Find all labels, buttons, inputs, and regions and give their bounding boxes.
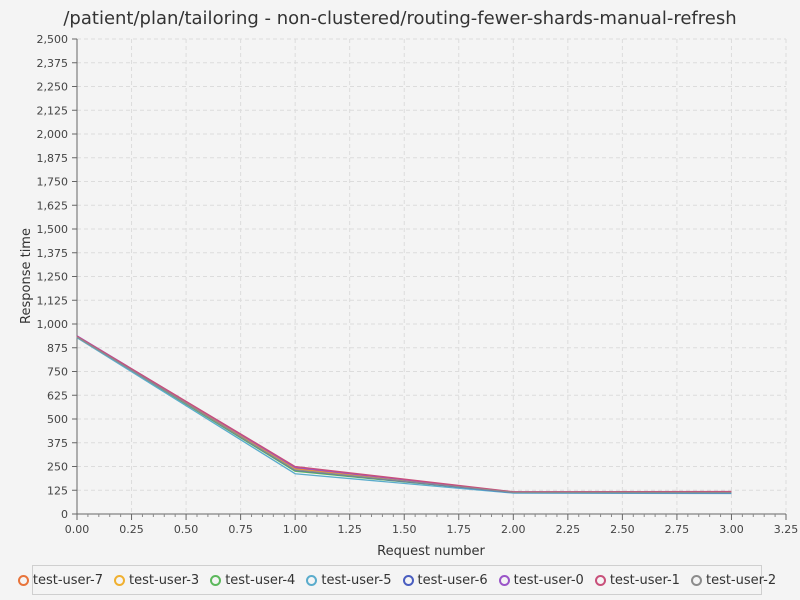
legend-label: test-user-4 bbox=[225, 572, 296, 588]
legend-swatch bbox=[690, 574, 702, 586]
x-tick-label: 0.25 bbox=[119, 523, 144, 536]
series-line-test-user-1 bbox=[76, 335, 732, 493]
grid bbox=[76, 38, 787, 515]
x-axis-ticks: 0.00 0.25 0.50 0.75 1.00 1.25 1.50 1.75 2.00 2.25… bbox=[65, 514, 799, 536]
y-tick-label: 1,375 bbox=[37, 247, 69, 260]
y-tick-label: 750 bbox=[47, 366, 68, 379]
y-tick-label: 625 bbox=[47, 389, 68, 402]
y-axis-label: Response time bbox=[19, 228, 34, 324]
y-axis-ticks: 0 125 250 375 500 625 750 875 1,000 1,125 1,250 1,3… bbox=[37, 33, 77, 521]
chart-title: /patient/plan/tailoring - non-clustered/… bbox=[63, 8, 736, 29]
x-tick-label: 1.00 bbox=[283, 523, 308, 536]
y-tick-label: 1,000 bbox=[37, 318, 69, 331]
legend-item-test-user-6: test-user-6 bbox=[402, 572, 488, 588]
y-tick-label: 1,250 bbox=[37, 271, 69, 284]
series-line-test-user-2 bbox=[76, 336, 732, 494]
legend-label: test-user-7 bbox=[32, 572, 104, 588]
x-tick-label: 1.75 bbox=[447, 523, 472, 536]
legend-swatch bbox=[402, 574, 414, 586]
x-axis-label: Request number bbox=[377, 544, 485, 559]
x-tick-label: 3.00 bbox=[719, 523, 744, 536]
legend: test-user-7 test-user-3 test-user-4 test-us… bbox=[17, 565, 776, 595]
legend-label: test-user-1 bbox=[609, 572, 680, 588]
legend-swatch bbox=[498, 574, 510, 586]
legend-swatch bbox=[594, 574, 606, 586]
legend-swatch bbox=[17, 574, 29, 586]
x-tick-label: 0.50 bbox=[174, 523, 199, 536]
y-tick-label: 375 bbox=[47, 437, 68, 450]
legend-label: test-user-2 bbox=[705, 572, 777, 588]
y-tick-label: 2,500 bbox=[37, 33, 69, 46]
x-tick-label: 3.25 bbox=[774, 523, 799, 536]
x-tick-label: 0.00 bbox=[65, 523, 90, 536]
legend-item-test-user-0: test-user-0 bbox=[498, 572, 584, 588]
y-tick-label: 2,000 bbox=[37, 128, 69, 141]
legend-swatch bbox=[114, 574, 126, 586]
y-tick-label: 1,500 bbox=[37, 223, 69, 236]
y-tick-label: 0 bbox=[61, 508, 68, 521]
y-tick-label: 1,625 bbox=[37, 199, 69, 212]
x-tick-label: 1.25 bbox=[337, 523, 362, 536]
legend-item-test-user-3: test-user-3 bbox=[114, 573, 199, 588]
legend-label: test-user-0 bbox=[513, 572, 584, 588]
legend-item-test-user-4: test-user-4 bbox=[210, 573, 295, 588]
legend-item-test-user-2: test-user-2 bbox=[690, 572, 777, 588]
x-tick-label: 2.25 bbox=[556, 523, 581, 536]
x-tick-label: 0.75 bbox=[228, 523, 253, 536]
y-tick-label: 875 bbox=[47, 342, 68, 355]
legend-label: test-user-6 bbox=[417, 572, 488, 588]
series-line-test-user-5 bbox=[76, 337, 732, 495]
line-chart: /patient/plan/tailoring - non-clustered/… bbox=[19, 8, 799, 559]
y-tick-label: 2,250 bbox=[37, 81, 69, 94]
y-tick-label: 500 bbox=[47, 413, 68, 426]
x-tick-label: 2.00 bbox=[501, 523, 526, 536]
x-tick-label: 1.50 bbox=[392, 523, 417, 536]
y-tick-label: 2,375 bbox=[37, 57, 69, 70]
legend-item-test-user-5: test-user-5 bbox=[306, 572, 392, 588]
y-tick-label: 1,875 bbox=[37, 152, 69, 165]
x-tick-label: 2.50 bbox=[610, 523, 635, 536]
y-tick-label: 125 bbox=[47, 484, 68, 497]
legend-item-test-user-1: test-user-1 bbox=[594, 572, 680, 588]
x-tick-label: 2.75 bbox=[665, 523, 690, 536]
legend-swatch bbox=[210, 574, 222, 586]
legend-item-test-user-7: test-user-7 bbox=[17, 572, 104, 588]
series-lines bbox=[76, 335, 732, 495]
y-tick-label: 2,125 bbox=[37, 104, 69, 117]
y-tick-label: 250 bbox=[47, 461, 68, 474]
y-tick-label: 1,125 bbox=[37, 294, 69, 307]
legend-label: test-user-5 bbox=[321, 572, 392, 588]
legend-swatch bbox=[306, 574, 318, 586]
y-tick-label: 1,750 bbox=[37, 176, 69, 189]
legend-label: test-user-3 bbox=[129, 572, 200, 588]
